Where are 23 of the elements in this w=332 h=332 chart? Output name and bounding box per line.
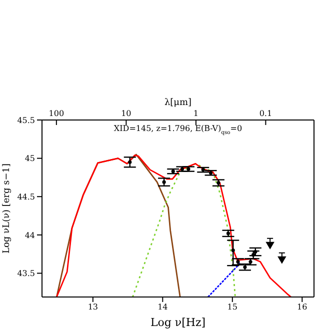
x2-axis-title: λ[μm] <box>164 98 192 108</box>
y-tick-label: 44 <box>24 230 35 240</box>
x-tick-label: 13 <box>88 302 98 312</box>
x2-tick-label: 10 <box>121 109 132 118</box>
point <box>266 238 274 249</box>
x-tick-label: 15 <box>227 302 238 312</box>
x-tick-label: 14 <box>158 302 168 312</box>
y-tick-label: 44.5 <box>17 192 35 202</box>
x2-tick-label: 100 <box>48 109 64 118</box>
point <box>278 252 286 264</box>
point <box>128 160 132 164</box>
line-series <box>56 154 292 297</box>
y-tick-label: 45 <box>24 154 35 164</box>
x-axis-title: Log ν[Hz] <box>150 316 206 329</box>
line-series <box>132 162 236 297</box>
point <box>231 248 235 252</box>
x-tick-label: 16 <box>297 302 308 312</box>
y-axis-title: Log νL(ν) [erg s−1] <box>2 164 12 254</box>
text: XID=145, z=1.796, E(B-V)$_{qso}$=0 <box>114 124 242 136</box>
x2-tick-label: 0.1 <box>259 109 272 118</box>
y-tick-label: 45.5 <box>17 116 35 125</box>
y-tick-label: 43.5 <box>17 269 35 278</box>
x2-tick-label: 1 <box>193 109 198 118</box>
